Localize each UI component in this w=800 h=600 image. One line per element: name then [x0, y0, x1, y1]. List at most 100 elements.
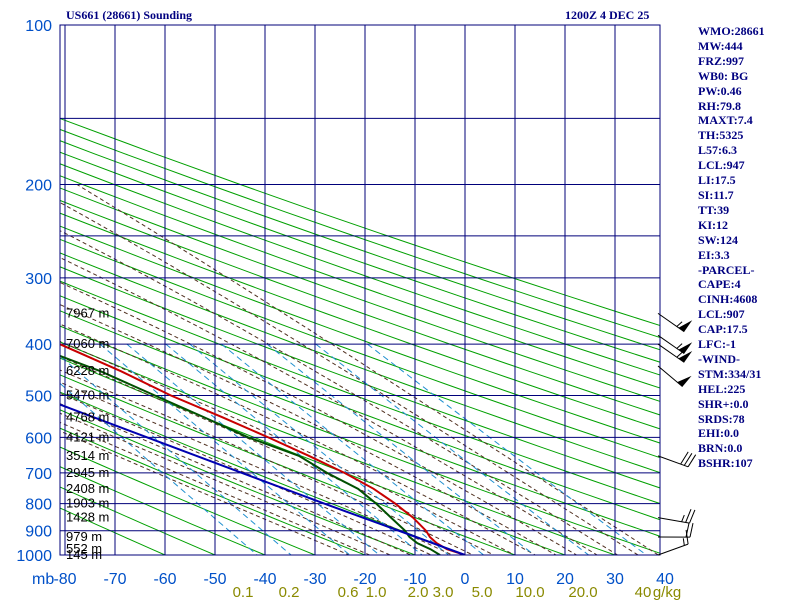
- temperature-tick-label: -50: [203, 571, 226, 588]
- moist-adiabat-line: [60, 412, 392, 555]
- wind-barb-half-feather: [676, 321, 683, 327]
- index-item: SHR+:0.0: [698, 396, 749, 411]
- wind-barb: [657, 451, 697, 468]
- dry-adiabat-line: [60, 140, 660, 351]
- height-label: 979 m: [66, 529, 102, 544]
- height-label: 552 m: [66, 541, 102, 556]
- wind-barb-feather: [687, 454, 697, 468]
- mixing-ratio-label: 2.0: [408, 584, 429, 600]
- mixing-ratio-line: [60, 355, 292, 555]
- wind-barb-staff: [657, 312, 685, 333]
- mixing-ratio-line: [165, 343, 423, 555]
- dry-adiabat-line: [60, 310, 660, 537]
- moist-adiabat-line: [60, 392, 433, 555]
- index-item: CAP:17.5: [698, 322, 748, 337]
- dry-adiabat-line: [60, 238, 660, 459]
- temperature-tick-label: -40: [253, 571, 276, 588]
- height-label: 2408 m: [66, 481, 109, 496]
- index-item: FRZ:997: [698, 53, 744, 68]
- wind-barb-feather: [689, 522, 694, 538]
- wind-barb-feather: [676, 347, 688, 358]
- pressure-tick-label: 200: [25, 178, 52, 195]
- wind-barb: [657, 509, 696, 524]
- wind-barb: [657, 522, 694, 538]
- height-label: 1903 m: [66, 496, 109, 511]
- index-item: MAXT:7.4: [698, 113, 753, 128]
- dry-adiabat-line: [60, 187, 660, 402]
- wind-barb: [657, 334, 693, 355]
- dry-adiabat-line: [60, 486, 217, 555]
- wind-barb-feather: [680, 451, 689, 465]
- index-item: RH:79.8: [698, 98, 741, 113]
- dry-adiabat-line: [60, 225, 660, 444]
- dry-adiabat-line: [60, 151, 660, 363]
- mixing-ratio-label: 0.2: [279, 584, 300, 600]
- index-item: LCL:947: [698, 158, 745, 173]
- wind-barb-flag: [678, 342, 693, 354]
- index-item: CAPE:4: [698, 277, 741, 292]
- wind-barb-half-feather: [676, 343, 683, 349]
- dry-adiabat-line: [60, 252, 660, 474]
- temperature-tick-label: -70: [103, 571, 126, 588]
- mixing-ratio-line: [367, 343, 648, 555]
- moist-adiabat-line: [76, 184, 660, 555]
- dry-adiabat-line: [60, 280, 660, 505]
- index-item: TT:39: [698, 202, 730, 217]
- dry-adiabat-line: [60, 212, 660, 430]
- temperature-tick-label: 0: [461, 571, 470, 588]
- moist-adiabat-line: [60, 421, 371, 555]
- mixing-ratio-line: [60, 382, 258, 555]
- index-item: WB0: BG: [698, 68, 749, 83]
- mixing-ratio-label: 10.0: [515, 584, 544, 600]
- height-label: 2945 m: [66, 465, 109, 480]
- mixing-ratio-line: [99, 343, 351, 555]
- temperature-tick-label: -80: [53, 571, 76, 588]
- index-item: LI:17.5: [698, 173, 736, 188]
- pressure-tick-label: 1000: [16, 548, 52, 565]
- mixing-ratio-label: 3.0: [433, 584, 454, 600]
- pressure-tick-label: 500: [25, 388, 52, 405]
- height-label: 3514 m: [66, 448, 109, 463]
- pressure-tick-label: 100: [25, 18, 52, 35]
- temperature-trace: [60, 343, 466, 555]
- mixing-ratio-line: [126, 343, 381, 555]
- wind-barb: [657, 343, 693, 363]
- dry-adiabat-line: [60, 507, 167, 555]
- pressure-tick-label: 400: [25, 337, 52, 354]
- index-item: HEL:225: [698, 381, 746, 396]
- wind-barb: [657, 365, 692, 387]
- wind-barb-flag: [678, 320, 693, 332]
- temperature-tick-label: 20: [556, 571, 574, 588]
- index-item: SRDS:78: [698, 411, 745, 426]
- height-label: 7967 m: [66, 305, 109, 320]
- mixing-ratio-line: [221, 343, 485, 555]
- wind-barb-half-feather: [682, 538, 685, 546]
- moist-adiabat-line: [60, 355, 495, 555]
- temperature-tick-label: -60: [153, 571, 176, 588]
- pressure-tick-label: 900: [25, 524, 52, 541]
- wind-barb-half-feather: [681, 514, 685, 522]
- index-item: BRN:0.0: [698, 441, 743, 456]
- temperature-tick-label: -20: [353, 571, 376, 588]
- height-label: 145 m: [66, 547, 102, 562]
- wind-barb-feather: [689, 509, 696, 524]
- index-item: L57:6.3: [698, 143, 737, 158]
- dry-adiabat-line: [60, 427, 367, 555]
- temperature-tick-label: -30: [303, 571, 326, 588]
- moist-adiabat-line: [60, 304, 558, 555]
- height-label: 6228 m: [66, 363, 109, 378]
- index-item: CINH:4608: [698, 292, 758, 307]
- wind-barb-staff: [657, 517, 690, 524]
- moist-adiabat-line: [60, 430, 351, 555]
- index-item: BSHR:107: [698, 456, 753, 471]
- index-item: STM:334/31: [698, 366, 762, 381]
- temperature-tick-label: 10: [506, 571, 524, 588]
- wind-barb-staff: [657, 334, 685, 355]
- dewpoint-trace: [60, 354, 441, 555]
- wind-barb-staff: [657, 455, 689, 468]
- parcel-trace: [60, 403, 466, 555]
- dry-adiabat-line: [60, 175, 660, 389]
- mixing-ratio-line: [189, 343, 450, 555]
- height-label: 7060 m: [66, 336, 109, 351]
